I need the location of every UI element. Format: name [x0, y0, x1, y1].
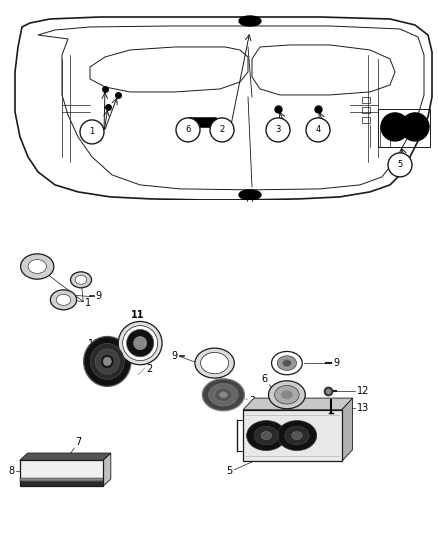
Ellipse shape — [127, 329, 154, 357]
Text: 6: 6 — [261, 374, 267, 384]
Circle shape — [268, 381, 305, 409]
Text: 9: 9 — [171, 351, 177, 361]
Bar — [378, 109, 430, 147]
Ellipse shape — [239, 16, 261, 26]
Text: 11: 11 — [131, 310, 145, 320]
Circle shape — [266, 118, 290, 142]
Ellipse shape — [134, 336, 147, 350]
Text: 8: 8 — [8, 466, 14, 476]
Text: 2: 2 — [219, 125, 225, 134]
Circle shape — [381, 113, 409, 141]
Ellipse shape — [84, 336, 131, 386]
Ellipse shape — [118, 321, 162, 365]
Circle shape — [247, 421, 286, 450]
Circle shape — [28, 260, 46, 273]
Text: 10: 10 — [88, 339, 100, 349]
Bar — [20, 481, 103, 486]
Ellipse shape — [100, 354, 114, 369]
Circle shape — [283, 360, 291, 367]
Circle shape — [277, 421, 317, 450]
Ellipse shape — [103, 357, 111, 366]
Circle shape — [281, 390, 293, 399]
Text: 6: 6 — [185, 125, 191, 134]
Text: 3: 3 — [276, 125, 281, 134]
Text: 7: 7 — [75, 437, 81, 447]
Circle shape — [202, 379, 244, 411]
Circle shape — [277, 356, 297, 370]
Text: 3: 3 — [250, 395, 256, 406]
Circle shape — [388, 153, 412, 177]
Circle shape — [210, 118, 234, 142]
Text: 9: 9 — [333, 358, 339, 368]
Bar — [362, 107, 370, 113]
Circle shape — [275, 385, 299, 404]
Text: 4: 4 — [315, 125, 321, 134]
Text: 5: 5 — [226, 466, 232, 476]
Ellipse shape — [239, 190, 261, 200]
Bar — [20, 478, 103, 481]
Circle shape — [254, 426, 279, 445]
Bar — [188, 117, 216, 127]
Circle shape — [261, 432, 272, 440]
Bar — [362, 97, 370, 103]
Circle shape — [80, 120, 104, 144]
Polygon shape — [342, 398, 353, 462]
Ellipse shape — [123, 326, 158, 361]
Ellipse shape — [90, 343, 124, 379]
Circle shape — [208, 383, 238, 406]
Bar — [243, 410, 342, 462]
Circle shape — [201, 352, 229, 374]
Circle shape — [21, 254, 54, 279]
Circle shape — [195, 348, 234, 378]
Text: 2: 2 — [147, 364, 153, 374]
Bar — [362, 117, 370, 123]
Circle shape — [215, 388, 232, 401]
Circle shape — [219, 392, 227, 398]
Ellipse shape — [95, 349, 119, 374]
Circle shape — [50, 290, 77, 310]
Circle shape — [272, 351, 302, 375]
Circle shape — [292, 432, 302, 440]
Polygon shape — [243, 398, 353, 410]
Text: 1: 1 — [89, 127, 95, 136]
Circle shape — [285, 426, 309, 445]
Text: 5: 5 — [397, 160, 403, 169]
Circle shape — [306, 118, 330, 142]
Text: 4: 4 — [270, 410, 276, 420]
Circle shape — [401, 113, 429, 141]
Circle shape — [75, 276, 87, 284]
Circle shape — [71, 272, 92, 288]
Polygon shape — [103, 453, 111, 486]
Text: 1: 1 — [85, 298, 92, 308]
Bar — [20, 461, 103, 486]
Circle shape — [176, 118, 200, 142]
Circle shape — [56, 294, 71, 305]
Polygon shape — [20, 453, 111, 461]
Text: 13: 13 — [357, 403, 369, 413]
Text: 9: 9 — [95, 292, 102, 302]
Text: 12: 12 — [357, 386, 369, 397]
